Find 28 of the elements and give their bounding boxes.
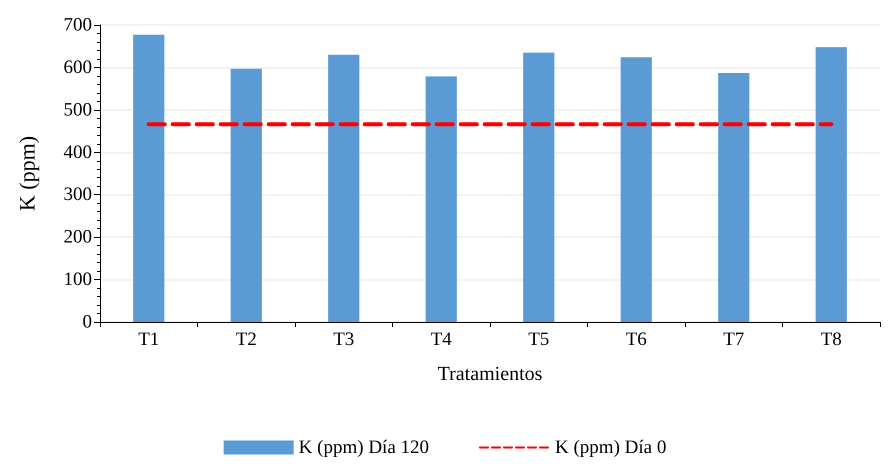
y-tick-label: 100 [64, 269, 92, 290]
x-tick-label: T3 [333, 329, 354, 350]
y-tick-label: 300 [64, 184, 92, 206]
y-tick-label: 600 [64, 56, 92, 78]
y-tick-label: 200 [64, 226, 92, 248]
bar [718, 72, 750, 322]
x-tick-label: T1 [138, 329, 160, 350]
x-tick-label: T5 [528, 329, 550, 350]
legend-label: K (ppm) Día 120 [298, 437, 430, 458]
y-tick-label: 500 [64, 99, 92, 120]
y-tick-label: 700 [64, 14, 92, 36]
bar [426, 76, 457, 322]
x-tick-label: T7 [723, 329, 744, 350]
bar [230, 68, 262, 322]
y-axis-title: K (ppm) [14, 136, 40, 212]
bar [133, 34, 164, 322]
legend-label: K (ppm) Día 0 [555, 437, 666, 458]
x-tick-label: T2 [236, 329, 257, 350]
x-tick-label: T8 [820, 329, 842, 350]
y-tick-label: 0 [82, 312, 92, 332]
y-tick-label: 400 [64, 142, 92, 163]
bar [523, 52, 554, 322]
bar [816, 47, 847, 322]
bar [620, 57, 652, 322]
x-tick-label: T4 [430, 329, 452, 350]
x-tick-label: T6 [626, 329, 647, 350]
x-axis-title: Tratamientos [438, 363, 543, 385]
bar [328, 54, 360, 322]
